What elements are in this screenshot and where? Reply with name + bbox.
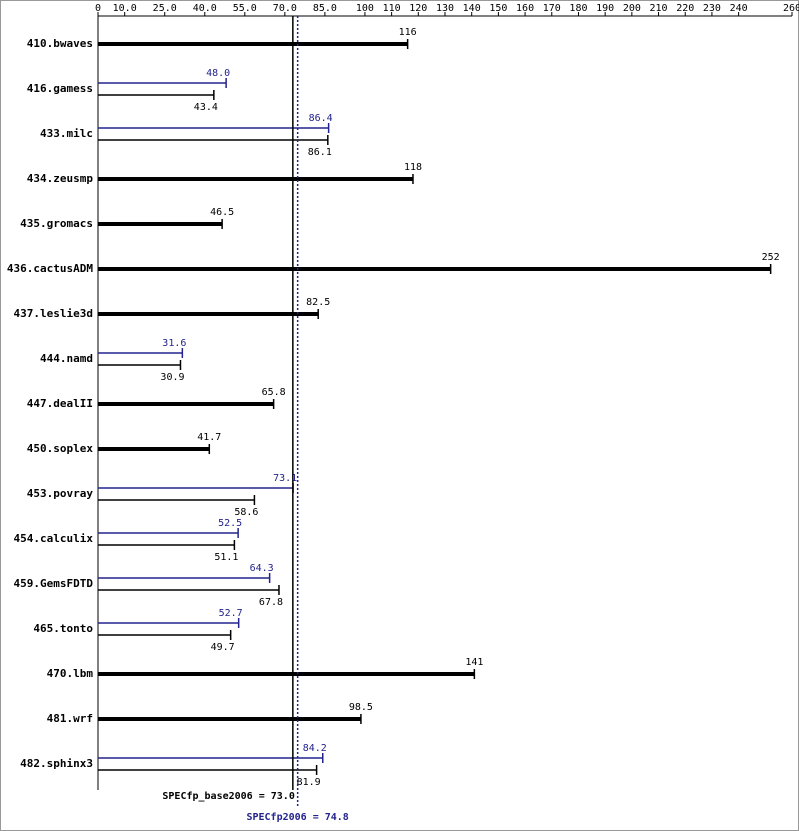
category-label: 435.gromacs <box>20 217 93 230</box>
x-tick-label: 230 <box>703 3 721 14</box>
x-tick-label: 260 <box>783 3 799 14</box>
x-tick-label: 130 <box>436 3 454 14</box>
value-label: 252 <box>762 252 780 263</box>
x-tick-label: 220 <box>676 3 694 14</box>
reference-label: SPECfp_base2006 = 73.0 <box>162 791 294 802</box>
peak-value-label: 64.3 <box>250 563 274 574</box>
x-tick-label: 170 <box>543 3 561 14</box>
x-tick-label: 200 <box>623 3 641 14</box>
peak-value-label: 31.6 <box>162 338 186 349</box>
peak-value-label: 86.4 <box>309 113 333 124</box>
base-value-label: 86.1 <box>308 147 332 158</box>
x-tick-label: 140 <box>463 3 481 14</box>
x-tick-label: 0 <box>95 3 101 14</box>
peak-value-label: 48.0 <box>206 68 230 79</box>
base-value-label: 81.9 <box>297 777 321 788</box>
base-value-label: 67.8 <box>259 597 283 608</box>
reference-label: SPECfp2006 = 74.8 <box>246 812 348 823</box>
category-label: 482.sphinx3 <box>20 757 93 770</box>
category-label: 436.cactusADM <box>7 262 93 275</box>
base-value-label: 49.7 <box>211 642 235 653</box>
x-tick-label: 70.0 <box>273 3 297 14</box>
category-label: 410.bwaves <box>27 37 93 50</box>
x-tick-label: 160 <box>516 3 534 14</box>
x-tick-label: 240 <box>730 3 748 14</box>
x-tick-label: 40.0 <box>193 3 217 14</box>
peak-value-label: 52.7 <box>219 608 243 619</box>
category-label: 454.calculix <box>14 532 94 545</box>
value-label: 98.5 <box>349 702 373 713</box>
x-tick-label: 210 <box>650 3 668 14</box>
x-tick-label: 190 <box>596 3 614 14</box>
category-label: 434.zeusmp <box>27 172 94 185</box>
value-label: 41.7 <box>197 432 221 443</box>
x-tick-label: 120 <box>409 3 427 14</box>
category-label: 450.soplex <box>27 442 94 455</box>
value-label: 141 <box>465 657 483 668</box>
category-label: 465.tonto <box>33 622 93 635</box>
value-label: 118 <box>404 162 422 173</box>
peak-value-label: 52.5 <box>218 518 242 529</box>
x-tick-label: 150 <box>489 3 507 14</box>
x-tick-label: 55.0 <box>233 3 257 14</box>
category-label: 470.lbm <box>47 667 94 680</box>
base-value-label: 30.9 <box>160 372 184 383</box>
x-tick-label: 110 <box>383 3 401 14</box>
x-tick-label: 100 <box>356 3 374 14</box>
category-label: 437.leslie3d <box>14 307 93 320</box>
value-label: 65.8 <box>262 387 286 398</box>
category-label: 453.povray <box>27 487 94 500</box>
category-label: 416.gamess <box>27 82 93 95</box>
peak-value-label: 73.1 <box>273 473 297 484</box>
x-tick-label: 180 <box>569 3 587 14</box>
value-label: 116 <box>399 27 417 38</box>
peak-value-label: 84.2 <box>303 743 327 754</box>
value-label: 82.5 <box>306 297 330 308</box>
base-value-label: 51.1 <box>214 552 238 563</box>
category-label: 447.dealII <box>27 397 93 410</box>
x-tick-label: 85.0 <box>313 3 337 14</box>
category-label: 481.wrf <box>47 712 93 725</box>
base-value-label: 58.6 <box>234 507 258 518</box>
category-label: 433.milc <box>40 127 93 140</box>
category-label: 444.namd <box>40 352 93 365</box>
base-value-label: 43.4 <box>194 102 218 113</box>
category-label: 459.GemsFDTD <box>14 577 94 590</box>
x-tick-label: 25.0 <box>153 3 177 14</box>
x-tick-label: 10.0 <box>113 3 137 14</box>
value-label: 46.5 <box>210 207 234 218</box>
